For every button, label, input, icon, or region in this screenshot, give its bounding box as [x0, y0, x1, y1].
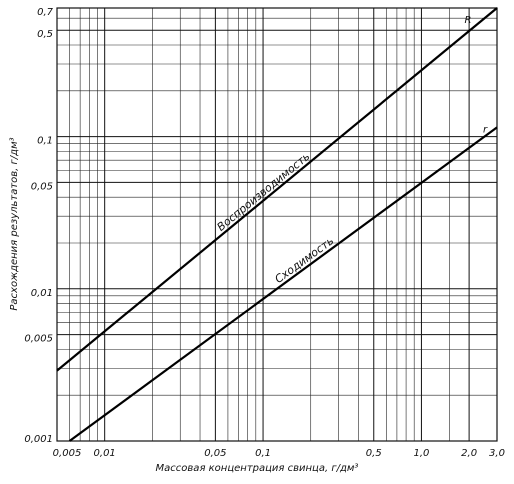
y-tick-label: 0,005 — [24, 334, 53, 345]
y-tick-label: 0,1 — [37, 136, 53, 147]
x-tick-label: 0,1 — [255, 448, 271, 459]
series-line — [68, 126, 498, 442]
x-tick-label: 3,0 — [489, 448, 505, 459]
y-tick-label: 0,7 — [37, 7, 54, 18]
y-tick-label: 0,5 — [37, 29, 53, 40]
series-label: r — [483, 124, 488, 135]
series-line — [56, 7, 498, 372]
x-tick-label: 0,05 — [204, 448, 226, 459]
x-axis-label: Массовая концентрация свинца, г/дм³ — [156, 463, 359, 474]
y-tick-label: 0,05 — [31, 181, 53, 192]
series-label: R — [465, 15, 472, 26]
y-axis-label: Расхождения результатов, г/дм³ — [9, 137, 20, 310]
x-tick-label: 2,0 — [461, 448, 477, 459]
x-tick-label: 0,5 — [366, 448, 382, 459]
y-tick-label: 0,01 — [31, 288, 53, 299]
plot-frame — [56, 7, 498, 442]
x-tick-label: 1,0 — [413, 448, 429, 459]
annotation: Сходимость — [272, 234, 336, 286]
y-tick-label: 0,001 — [24, 434, 53, 445]
x-tick-label: 0,005 — [53, 448, 82, 459]
x-tick-label: 0,01 — [94, 448, 116, 459]
